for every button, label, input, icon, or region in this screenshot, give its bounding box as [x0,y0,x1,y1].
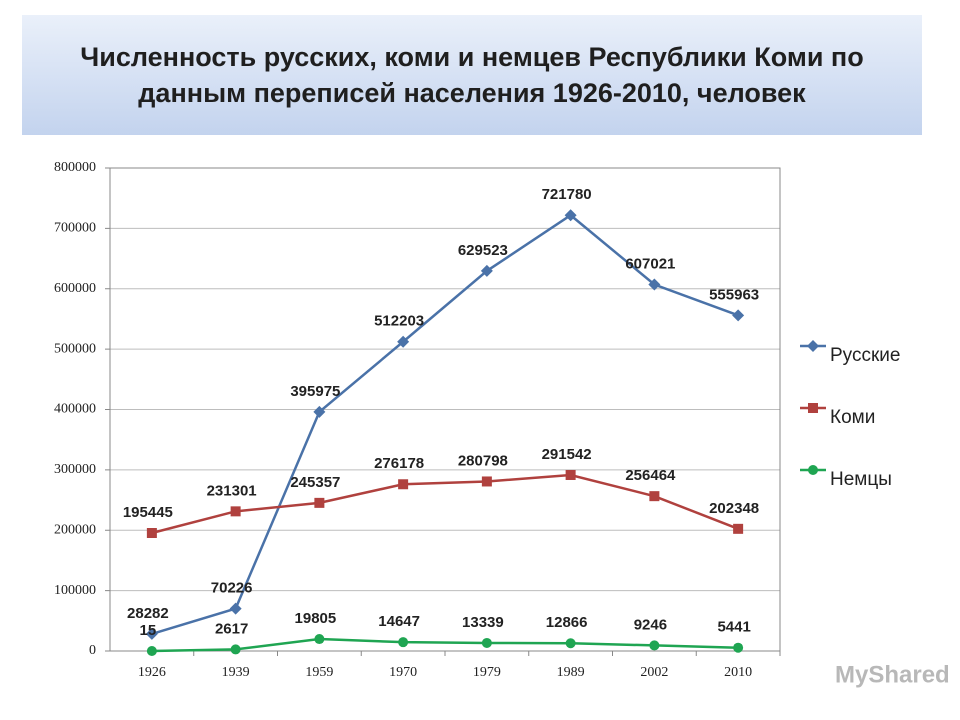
y-tick-label: 300000 [54,462,96,477]
point [314,634,325,645]
x-tick-label: 1979 [473,665,501,680]
point [146,528,157,539]
point [313,405,326,418]
legend-label: Коми [830,407,875,428]
data-label: 12866 [546,614,588,631]
data-label: 512203 [374,313,424,330]
legend-label: Русские [830,345,900,366]
point [145,627,158,640]
point [398,637,409,648]
y-tick-label: 0 [89,643,96,658]
point [649,491,660,502]
point [564,209,577,222]
data-label: 15 [140,622,157,639]
y-tick-label: 500000 [54,341,96,356]
point [229,602,242,615]
y-tick-label: 700000 [54,221,96,236]
point [648,278,661,291]
y-tick-label: 600000 [54,281,96,296]
point [565,469,576,480]
data-label: 19805 [295,610,337,627]
watermark: MyShared [835,661,950,688]
point [397,335,410,348]
legend-marker [807,340,819,352]
header: Численность русских, коми и немцев Респу… [22,15,922,135]
data-label: 9246 [634,616,667,633]
point [733,642,744,653]
point [314,497,325,508]
data-label: 280798 [458,452,508,469]
series-line [151,473,739,535]
y-tick-label: 800000 [54,160,96,175]
point [146,645,157,656]
point [481,637,492,648]
data-label: 2617 [215,620,248,637]
point [565,638,576,649]
y-tick-label: 200000 [54,522,96,537]
point [398,479,409,490]
y-tick-label: 100000 [54,583,96,598]
chart-title: Численность русских, коми и немцев Респу… [80,42,864,108]
point [230,644,241,655]
data-label: 5441 [717,619,750,636]
y-tick-label: 400000 [54,402,96,417]
data-label: 276178 [374,455,424,472]
x-tick-label: 2010 [724,665,752,680]
x-tick-label: 1970 [389,665,417,680]
x-tick-label: 1959 [305,665,333,680]
point [480,264,493,277]
point [733,523,744,534]
legend-marker [808,403,818,413]
data-label: 555963 [709,286,759,303]
legend-label: Немцы [830,469,892,490]
data-label: 245357 [290,474,340,491]
data-label: 195445 [123,504,173,521]
data-label: 28282 [127,605,169,622]
x-tick-label: 1989 [557,665,585,680]
point [230,506,241,517]
x-tick-label: 1926 [138,665,166,680]
data-label: 291542 [542,446,592,463]
data-label: 256464 [625,467,676,484]
x-tick-label: 2002 [640,665,668,680]
data-label: 13339 [462,614,504,631]
point [732,309,745,322]
data-label: 202348 [709,500,759,517]
data-label: 70226 [211,580,253,597]
series-line [151,637,739,653]
data-label: 231301 [207,482,257,499]
data-label: 721780 [542,186,592,203]
point [481,476,492,487]
legend-marker [808,465,818,475]
data-label: 607021 [625,255,675,272]
x-tick-label: 1939 [222,665,250,680]
data-label: 395975 [290,383,340,400]
data-label: 14647 [378,613,420,630]
data-label: 629523 [458,242,508,259]
point [649,640,660,651]
series-line [151,213,739,636]
